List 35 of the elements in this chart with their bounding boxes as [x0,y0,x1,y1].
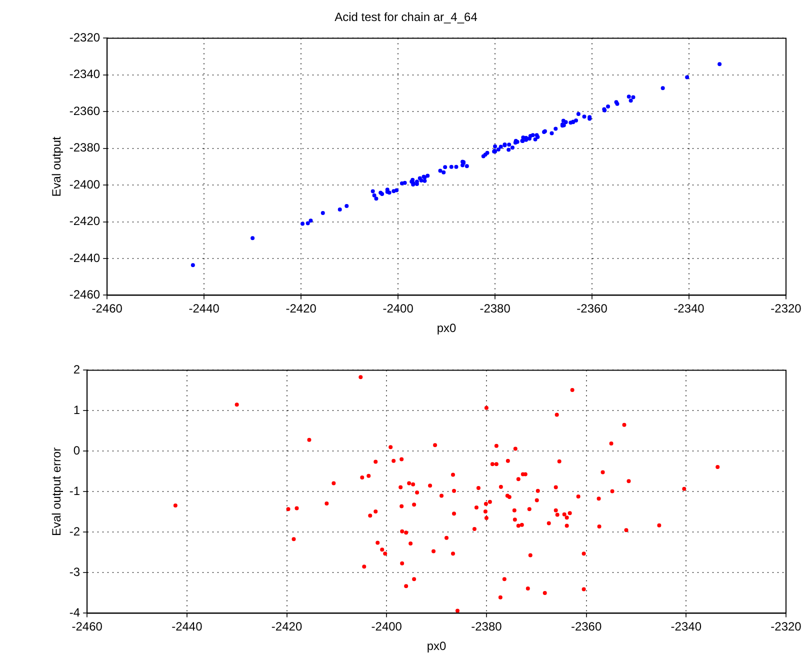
x-tick-label: -2380 [480,302,511,316]
x-tick-label: -2340 [674,302,705,316]
y-tick-label: -2340 [69,67,100,82]
y-tick-label: -4 [69,606,80,620]
x-tick-label: -2440 [172,620,203,634]
y-axis-title: Eval output error [50,447,64,536]
y-tick-label: -2400 [69,177,100,192]
x-tick-label: -2460 [92,302,123,316]
y-axis-title: Eval output [50,136,64,197]
x-tick-label: -2360 [570,620,602,634]
x-tick-label: -2380 [471,620,502,634]
x-tick-label: -2420 [271,620,302,634]
x-tick-label: -2320 [770,620,802,634]
y-tick-label: -2440 [69,250,100,265]
x-axis-title: px0 [426,639,447,654]
x-tick-label: -2440 [188,302,220,316]
y-tick-label: -2460 [69,288,100,302]
y-tick-label: -2420 [69,214,100,228]
x-tick-label: -2340 [670,620,702,634]
y-tick-label: 1 [73,403,80,418]
y-tick-label: -2320 [69,30,100,45]
chart-title: Acid test for chain ar_4_64 [334,10,478,24]
y-tick-label: -2 [69,524,80,539]
x-tick-label: -2320 [770,302,802,316]
y-tick-label: -2380 [69,140,100,155]
y-tick-label: -3 [69,565,80,580]
x-axis-title: px0 [436,321,457,336]
y-tick-label: -1 [69,484,80,498]
y-tick-label: -2360 [69,104,100,118]
x-tick-label: -2420 [286,302,317,316]
x-tick-label: -2360 [576,302,608,316]
y-tick-label: 0 [73,444,80,458]
x-tick-label: -2400 [371,620,402,634]
x-tick-label: -2400 [382,302,414,316]
y-tick-label: 2 [73,362,80,377]
